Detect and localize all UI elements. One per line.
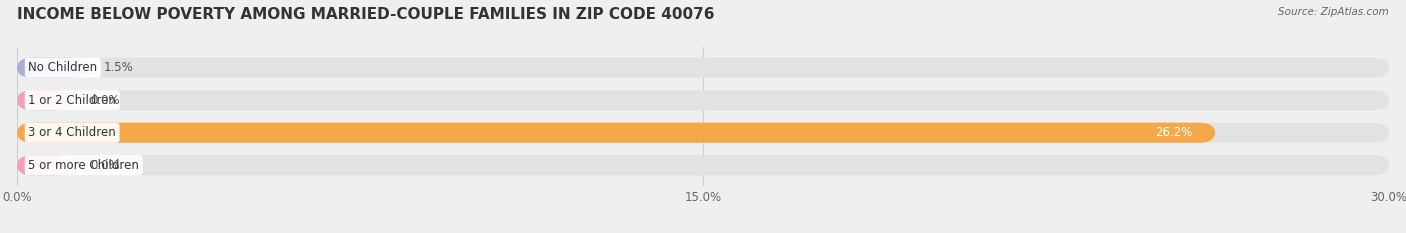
FancyBboxPatch shape — [17, 58, 86, 78]
Text: No Children: No Children — [28, 61, 97, 74]
FancyBboxPatch shape — [17, 90, 1389, 110]
Text: 26.2%: 26.2% — [1156, 126, 1192, 139]
FancyBboxPatch shape — [17, 58, 1389, 78]
FancyBboxPatch shape — [17, 90, 72, 110]
FancyBboxPatch shape — [17, 155, 1389, 175]
Text: 5 or more Children: 5 or more Children — [28, 159, 139, 172]
Text: INCOME BELOW POVERTY AMONG MARRIED-COUPLE FAMILIES IN ZIP CODE 40076: INCOME BELOW POVERTY AMONG MARRIED-COUPL… — [17, 7, 714, 22]
FancyBboxPatch shape — [17, 123, 1389, 143]
Text: 1 or 2 Children: 1 or 2 Children — [28, 94, 117, 107]
Text: Source: ZipAtlas.com: Source: ZipAtlas.com — [1278, 7, 1389, 17]
Text: 1.5%: 1.5% — [104, 61, 134, 74]
FancyBboxPatch shape — [17, 123, 1215, 143]
Text: 0.0%: 0.0% — [90, 159, 120, 172]
Text: 3 or 4 Children: 3 or 4 Children — [28, 126, 117, 139]
Text: 0.0%: 0.0% — [90, 94, 120, 107]
FancyBboxPatch shape — [17, 155, 72, 175]
